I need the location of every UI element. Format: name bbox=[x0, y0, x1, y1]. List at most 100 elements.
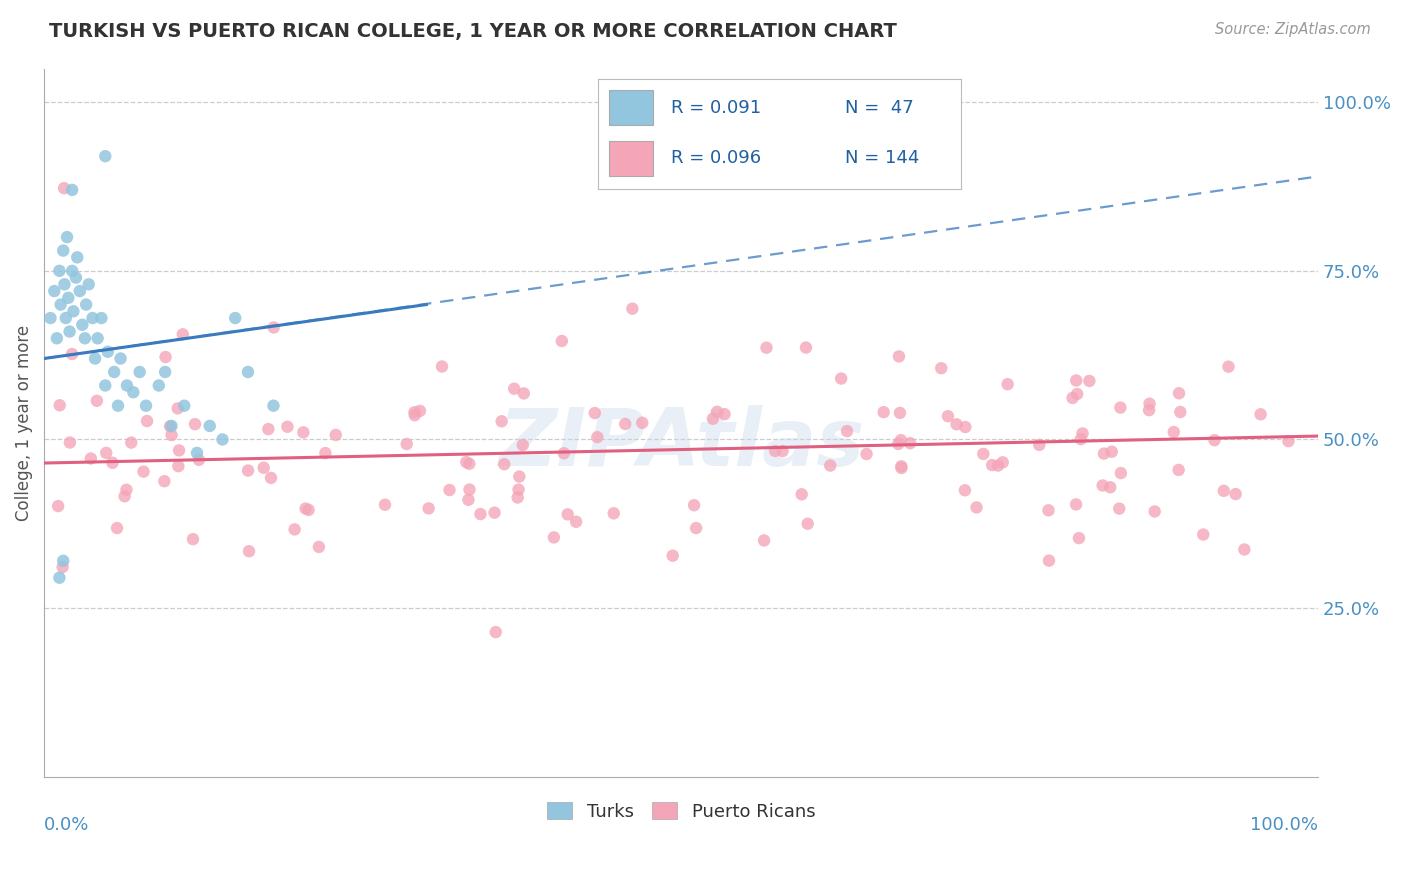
Point bbox=[890, 459, 912, 474]
Point bbox=[167, 459, 190, 474]
Point bbox=[890, 461, 912, 475]
Text: 0.0%: 0.0% bbox=[44, 815, 90, 833]
Point bbox=[115, 378, 138, 392]
Point bbox=[308, 540, 330, 554]
Point bbox=[936, 409, 959, 424]
Point bbox=[73, 331, 96, 345]
Point bbox=[284, 522, 307, 536]
Point bbox=[160, 419, 183, 434]
Point bbox=[586, 430, 609, 444]
Point bbox=[484, 506, 506, 520]
Point bbox=[48, 398, 70, 412]
Point bbox=[997, 377, 1019, 392]
Point bbox=[59, 435, 82, 450]
Point bbox=[1064, 374, 1087, 388]
Point bbox=[58, 325, 80, 339]
Point bbox=[395, 437, 418, 451]
Point bbox=[1139, 397, 1161, 411]
Point bbox=[187, 452, 209, 467]
Point bbox=[72, 318, 94, 332]
Point bbox=[458, 483, 481, 497]
Point bbox=[48, 571, 70, 585]
Point bbox=[955, 420, 977, 434]
Point bbox=[887, 437, 910, 451]
Point bbox=[565, 515, 588, 529]
Point bbox=[1212, 483, 1234, 498]
Point bbox=[508, 469, 530, 483]
Point bbox=[621, 301, 644, 316]
Point bbox=[173, 399, 195, 413]
Point bbox=[543, 531, 565, 545]
Point bbox=[153, 365, 176, 379]
Point bbox=[790, 487, 813, 501]
Point bbox=[60, 347, 83, 361]
Point bbox=[105, 521, 128, 535]
Point bbox=[198, 419, 221, 434]
Point bbox=[966, 500, 988, 515]
Point bbox=[1192, 527, 1215, 541]
Point bbox=[60, 183, 83, 197]
Point bbox=[253, 460, 276, 475]
Point bbox=[46, 499, 69, 513]
Point bbox=[1204, 433, 1226, 447]
Point bbox=[491, 414, 513, 428]
Point bbox=[796, 516, 818, 531]
Point bbox=[65, 270, 87, 285]
Point bbox=[1109, 401, 1132, 415]
Point bbox=[292, 425, 315, 440]
Point bbox=[456, 455, 478, 469]
Point bbox=[404, 405, 426, 419]
Point bbox=[294, 501, 316, 516]
Point bbox=[1143, 504, 1166, 518]
Point bbox=[186, 446, 208, 460]
Point bbox=[1137, 403, 1160, 417]
Point bbox=[702, 411, 724, 425]
Point bbox=[1078, 374, 1101, 388]
Point bbox=[148, 378, 170, 392]
Point bbox=[90, 311, 112, 326]
Point bbox=[39, 311, 62, 326]
Point bbox=[224, 311, 246, 326]
Point bbox=[953, 483, 976, 498]
Point bbox=[97, 344, 120, 359]
Point bbox=[167, 443, 190, 458]
Point bbox=[128, 365, 150, 379]
Point bbox=[830, 371, 852, 385]
Point bbox=[763, 444, 786, 458]
Point bbox=[713, 407, 735, 421]
Point bbox=[835, 424, 858, 438]
Point bbox=[53, 181, 76, 195]
Point bbox=[439, 483, 461, 497]
Point bbox=[553, 446, 575, 460]
Point bbox=[1066, 387, 1088, 401]
Point bbox=[53, 277, 76, 292]
Point bbox=[551, 334, 574, 348]
Point bbox=[457, 492, 479, 507]
Point bbox=[44, 284, 66, 298]
Point bbox=[506, 491, 529, 505]
Point bbox=[631, 416, 654, 430]
Point bbox=[1218, 359, 1240, 374]
Point bbox=[614, 417, 637, 431]
Point bbox=[991, 455, 1014, 469]
Point bbox=[135, 399, 157, 413]
Point bbox=[1108, 501, 1130, 516]
Point bbox=[945, 417, 967, 432]
Point bbox=[94, 378, 117, 392]
Point bbox=[855, 447, 877, 461]
Point bbox=[276, 419, 298, 434]
Point bbox=[409, 404, 432, 418]
Point bbox=[1168, 386, 1191, 401]
Point bbox=[80, 451, 103, 466]
Point bbox=[94, 149, 117, 163]
Point bbox=[1099, 480, 1122, 494]
Point bbox=[69, 284, 91, 298]
Point bbox=[1071, 426, 1094, 441]
Point bbox=[110, 351, 132, 366]
Point bbox=[470, 507, 492, 521]
Point bbox=[172, 327, 194, 342]
Point bbox=[683, 498, 706, 512]
Point bbox=[557, 508, 579, 522]
Point bbox=[86, 331, 108, 345]
Point bbox=[52, 244, 75, 258]
